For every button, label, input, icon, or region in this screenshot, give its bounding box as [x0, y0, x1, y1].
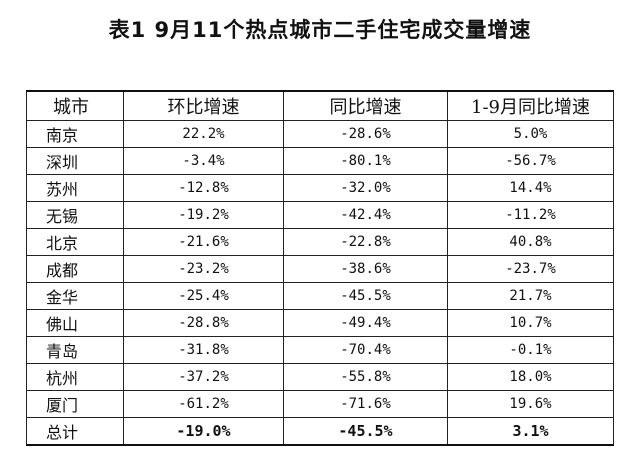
yoy-cell: -45.5% [283, 281, 448, 309]
mom-cell: -31.8% [123, 335, 284, 363]
yoy-cell: -38.6% [283, 254, 448, 282]
table-row: 杭州 -37.2% -55.8% 18.0% [26, 362, 614, 390]
ytd-cell: 21.7% [447, 281, 614, 309]
table-row: 佛山 -28.8% -49.4% 10.7% [26, 308, 614, 336]
yoy-cell: -22.8% [283, 227, 448, 255]
mom-cell: -25.4% [123, 281, 284, 309]
ytd-cell: 14.4% [447, 173, 614, 201]
table-row: 厦门 -61.2% -71.6% 19.6% [26, 389, 614, 417]
city-cell: 南京 [26, 119, 124, 147]
mom-cell: -28.8% [123, 308, 284, 336]
yoy-cell: -32.0% [283, 173, 448, 201]
table-row: 金华 -25.4% -45.5% 21.7% [26, 281, 614, 309]
ytd-cell: -11.2% [447, 200, 614, 228]
total-yoy-cell: -45.5% [283, 416, 448, 446]
city-cell: 苏州 [26, 173, 124, 201]
column-header-yoy: 同比增速 [283, 90, 448, 121]
yoy-cell: -42.4% [283, 200, 448, 228]
table-row: 深圳 -3.4% -80.1% -56.7% [26, 146, 614, 174]
column-header-city: 城市 [26, 90, 124, 121]
ytd-cell: 18.0% [447, 362, 614, 390]
yoy-cell: -49.4% [283, 308, 448, 336]
city-cell: 青岛 [26, 335, 124, 363]
city-cell: 厦门 [26, 389, 124, 417]
total-ytd-cell: 3.1% [447, 416, 614, 446]
column-header-ytd: 1-9月同比增速 [447, 90, 614, 121]
ytd-cell: -0.1% [447, 335, 614, 363]
mom-cell: -3.4% [123, 146, 284, 174]
table-row: 无锡 -19.2% -42.4% -11.2% [26, 200, 614, 228]
column-header-mom: 环比增速 [123, 90, 284, 121]
yoy-cell: -71.6% [283, 389, 448, 417]
total-mom-cell: -19.0% [123, 416, 284, 446]
table-row: 成都 -23.2% -38.6% -23.7% [26, 254, 614, 282]
yoy-cell: -70.4% [283, 335, 448, 363]
header-row: 城市 环比增速 同比增速 1-9月同比增速 [26, 90, 614, 121]
table-row: 北京 -21.6% -22.8% 40.8% [26, 227, 614, 255]
yoy-cell: -55.8% [283, 362, 448, 390]
ytd-cell: 5.0% [447, 119, 614, 147]
table-title: 表1 9月11个热点城市二手住宅成交量增速 [108, 18, 532, 42]
table-row: 青岛 -31.8% -70.4% -0.1% [26, 335, 614, 363]
mom-cell: 22.2% [123, 119, 284, 147]
city-cell: 金华 [26, 281, 124, 309]
city-cell: 成都 [26, 254, 124, 282]
data-table: 城市 环比增速 同比增速 1-9月同比增速 南京 22.2% -28.6% 5.… [26, 90, 614, 446]
mom-cell: -12.8% [123, 173, 284, 201]
city-cell: 无锡 [26, 200, 124, 228]
city-cell: 北京 [26, 227, 124, 255]
yoy-cell: -28.6% [283, 119, 448, 147]
table-row: 苏州 -12.8% -32.0% 14.4% [26, 173, 614, 201]
city-cell: 深圳 [26, 146, 124, 174]
ytd-cell: 40.8% [447, 227, 614, 255]
mom-cell: -23.2% [123, 254, 284, 282]
city-cell: 佛山 [26, 308, 124, 336]
yoy-cell: -80.1% [283, 146, 448, 174]
ytd-cell: -56.7% [447, 146, 614, 174]
mom-cell: -37.2% [123, 362, 284, 390]
total-row: 总计 -19.0% -45.5% 3.1% [26, 416, 614, 446]
ytd-cell: 19.6% [447, 389, 614, 417]
ytd-cell: -23.7% [447, 254, 614, 282]
table-row: 南京 22.2% -28.6% 5.0% [26, 119, 614, 147]
mom-cell: -21.6% [123, 227, 284, 255]
mom-cell: -19.2% [123, 200, 284, 228]
mom-cell: -61.2% [123, 389, 284, 417]
total-label: 总计 [26, 416, 124, 446]
city-cell: 杭州 [26, 362, 124, 390]
ytd-cell: 10.7% [447, 308, 614, 336]
